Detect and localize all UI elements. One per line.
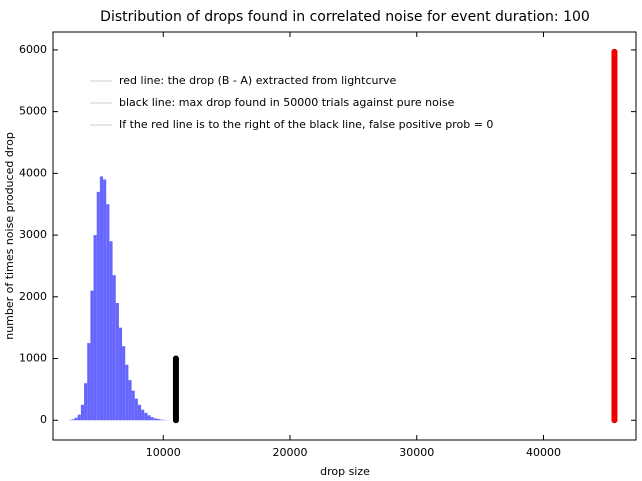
y-axis-label: number of times noise produced drop	[3, 132, 16, 340]
histogram-bar	[109, 241, 113, 421]
histogram-bar	[150, 417, 154, 421]
y-tick-label: 1000	[19, 352, 47, 365]
histogram-bar	[128, 380, 132, 421]
histogram-bar	[90, 290, 94, 421]
plot-frame	[52, 31, 637, 441]
histogram-bar	[99, 176, 104, 421]
histogram-bar	[74, 417, 78, 421]
y-tick-label: 2000	[19, 290, 47, 303]
legend-text: If the red line is to the right of the b…	[119, 118, 493, 131]
histogram-bar	[144, 412, 148, 421]
legend-text: red line: the drop (B - A) extracted fro…	[119, 74, 397, 87]
y-tick-label: 0	[40, 413, 47, 426]
histogram-bar	[77, 414, 81, 421]
histogram-bar	[118, 327, 123, 421]
x-tick-label: 10000	[146, 446, 181, 459]
y-tick-label: 3000	[19, 228, 47, 241]
y-tick-label: 6000	[19, 43, 47, 56]
histogram-bar	[147, 415, 151, 421]
histogram-bar	[131, 390, 135, 421]
histogram-bar	[137, 404, 142, 421]
histogram-bar	[84, 383, 88, 421]
chart-title: Distribution of drops found in correlate…	[100, 9, 590, 25]
histogram-bar	[96, 191, 100, 421]
histogram-bar	[134, 398, 138, 421]
histogram-bar	[156, 419, 161, 421]
histogram-bar	[125, 364, 129, 421]
histogram-bar	[115, 302, 119, 421]
histogram-bar	[122, 346, 126, 421]
y-tick-label: 5000	[19, 105, 47, 118]
legend-text: black line: max drop found in 50000 tria…	[119, 96, 455, 109]
histogram-bar	[71, 419, 75, 421]
histogram-bar	[93, 235, 97, 421]
y-tick-label: 4000	[19, 166, 47, 179]
x-axis-label: drop size	[320, 465, 370, 478]
x-tick-label: 30000	[399, 446, 434, 459]
histogram-bar	[112, 275, 116, 421]
x-tick-label: 20000	[273, 446, 308, 459]
histogram-bar	[80, 404, 85, 421]
histogram-bar	[106, 204, 110, 421]
histogram-bar	[141, 409, 145, 421]
histogram-bar	[87, 343, 91, 421]
histogram-bar	[160, 419, 164, 421]
histogram-bar	[103, 179, 107, 421]
x-tick-label: 40000	[526, 446, 561, 459]
histogram-bar	[153, 418, 157, 421]
